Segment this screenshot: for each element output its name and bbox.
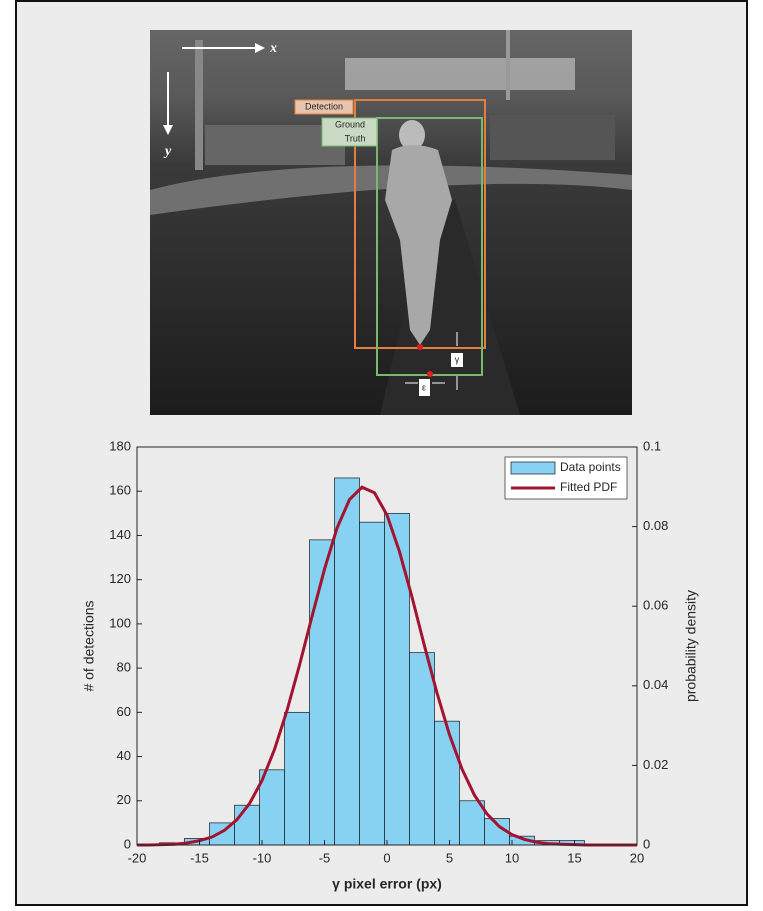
x-tick-label: -15 bbox=[190, 850, 209, 865]
y2-tick-label: 0.04 bbox=[643, 677, 668, 692]
histogram-bar bbox=[385, 513, 410, 845]
y-axis-label: # of detections bbox=[81, 600, 97, 691]
y-tick-label: 0 bbox=[124, 836, 131, 851]
histogram-bar bbox=[310, 540, 335, 845]
image-label: γ bbox=[455, 354, 460, 364]
x-tick-label: 5 bbox=[446, 850, 453, 865]
y-tick-label: 100 bbox=[109, 615, 131, 630]
y2-axis-label: probability density bbox=[683, 590, 699, 702]
histogram-bar bbox=[410, 653, 435, 845]
y2-tick-label: 0.06 bbox=[643, 598, 668, 613]
x-tick-label: -20 bbox=[128, 850, 147, 865]
figure: x y Detection Ground Truth γ ε 020406080… bbox=[0, 0, 763, 906]
y-tick-label: 60 bbox=[117, 704, 131, 719]
y-tick-label: 40 bbox=[117, 748, 131, 763]
x-tick-label: 20 bbox=[630, 850, 644, 865]
y2-tick-label: 0.02 bbox=[643, 757, 668, 772]
image-label: Truth bbox=[345, 133, 366, 143]
y-tick-label: 20 bbox=[117, 792, 131, 807]
y-tick-label: 160 bbox=[109, 483, 131, 498]
thermal-image: x y Detection Ground Truth γ ε bbox=[150, 30, 632, 415]
image-label: Detection bbox=[305, 101, 343, 111]
y-tick-label: 80 bbox=[117, 660, 131, 675]
y2-tick-label: 0.08 bbox=[643, 518, 668, 533]
legend-label: Fitted PDF bbox=[560, 480, 617, 494]
histogram-bar bbox=[360, 522, 385, 845]
x-tick-label: 10 bbox=[505, 850, 519, 865]
image-label: y bbox=[163, 144, 172, 159]
y-tick-label: 140 bbox=[109, 527, 131, 542]
histogram-bar bbox=[235, 805, 260, 845]
legend-swatch bbox=[511, 462, 555, 474]
histogram-bar bbox=[285, 712, 310, 845]
image-label: x bbox=[269, 41, 277, 56]
histogram-bar bbox=[460, 801, 485, 845]
legend-label: Data points bbox=[560, 460, 621, 474]
y2-tick-label: 0.1 bbox=[643, 438, 661, 453]
y-tick-label: 120 bbox=[109, 571, 131, 586]
image-label: Ground bbox=[335, 119, 365, 129]
x-tick-label: -10 bbox=[253, 850, 272, 865]
x-tick-label: 15 bbox=[567, 850, 581, 865]
histogram-bar bbox=[435, 721, 460, 845]
histogram-bar bbox=[335, 478, 360, 845]
y-tick-label: 180 bbox=[109, 438, 131, 453]
x-tick-label: -5 bbox=[319, 850, 331, 865]
image-label: ε bbox=[422, 382, 426, 392]
x-tick-label: 0 bbox=[383, 850, 390, 865]
y2-tick-label: 0 bbox=[643, 836, 650, 851]
x-axis-label: γ pixel error (px) bbox=[332, 876, 442, 892]
